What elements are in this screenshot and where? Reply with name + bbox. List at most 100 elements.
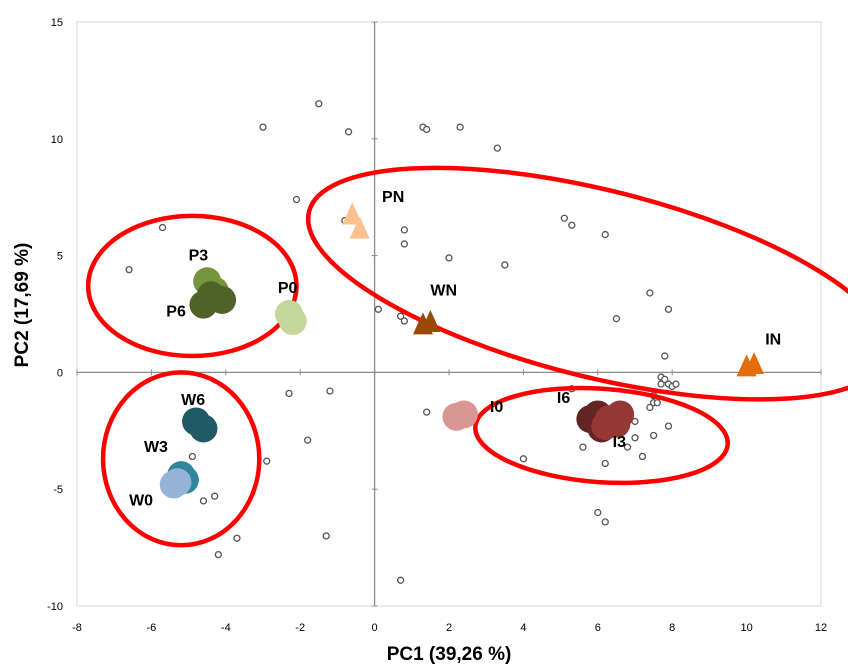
marker-pn — [342, 202, 363, 225]
marker-wn — [420, 310, 441, 333]
loading-point — [322, 532, 330, 540]
loading-point — [396, 312, 405, 320]
loading-point — [445, 254, 453, 262]
loading-point — [326, 387, 334, 395]
loading-point — [374, 305, 382, 313]
loading-point — [661, 375, 669, 384]
loading-point — [125, 265, 133, 274]
label-wn: WN — [430, 282, 457, 299]
x-axis-title: PC1 (39,26 %) — [387, 644, 512, 665]
marker-i3 — [591, 412, 620, 441]
sample-markers — [159, 202, 765, 499]
label-p0: P0 — [278, 280, 298, 297]
marker-pn — [349, 216, 370, 239]
plot-area-border — [76, 21, 822, 607]
x-tick-label: 8 — [669, 622, 675, 634]
x-tick-label: 0 — [372, 622, 378, 634]
loading-point — [400, 317, 409, 325]
label-w3: W3 — [144, 439, 168, 456]
loading-point — [400, 226, 409, 234]
x-tick-label: -6 — [147, 622, 157, 634]
label-w0: W0 — [129, 493, 153, 510]
x-tick-label: 12 — [815, 622, 827, 634]
marker-w6 — [189, 414, 218, 443]
x-tick-label: 2 — [446, 622, 452, 634]
x-tick-label: 4 — [520, 622, 526, 634]
y-tick-label: -10 — [47, 601, 63, 613]
loading-point — [623, 443, 632, 451]
loading-point — [423, 408, 431, 416]
loading-point — [664, 422, 673, 430]
loading-point — [210, 492, 219, 500]
loading-point — [315, 100, 323, 108]
loading-point — [601, 459, 609, 468]
label-i3: I3 — [613, 434, 626, 451]
cluster-ellipse — [85, 213, 299, 359]
marker-i0 — [449, 400, 478, 429]
loading-point — [594, 508, 602, 517]
loading-point — [579, 443, 587, 451]
cluster-ellipse — [473, 385, 730, 486]
loading-point — [158, 223, 167, 232]
marker-w0 — [163, 468, 192, 497]
axes — [76, 21, 822, 607]
loading-point — [214, 550, 223, 559]
loading-point — [612, 315, 621, 323]
tick-labels: -8 -6 -4 -2 0 2 4 6 8 10 12 -10 -5 0 5 10 15 — [47, 17, 827, 634]
label-i0: I0 — [490, 399, 503, 416]
label-p6: P6 — [166, 303, 186, 320]
loading-point — [631, 434, 639, 442]
cluster-ellipses — [85, 165, 848, 548]
loading-point — [285, 389, 293, 398]
loading-point — [344, 128, 353, 136]
loading-point — [233, 534, 241, 542]
loading-point — [303, 436, 312, 444]
loading-points — [125, 100, 680, 584]
label-w6: W6 — [181, 392, 205, 409]
label-p3: P3 — [189, 247, 209, 264]
x-tick-label: -4 — [221, 622, 231, 634]
loading-point — [501, 261, 509, 269]
cluster-ellipse — [305, 165, 848, 402]
loading-point — [653, 399, 661, 407]
y-tick-label: 10 — [51, 134, 63, 146]
y-tick-label: 5 — [57, 251, 63, 263]
loading-point — [456, 123, 464, 131]
loading-point — [672, 380, 680, 388]
marker-in — [744, 352, 765, 375]
loading-point — [601, 518, 609, 526]
loading-point — [188, 452, 196, 461]
loading-point — [519, 455, 528, 463]
label-in: IN — [765, 331, 781, 348]
loading-point — [664, 305, 673, 313]
cluster-ellipse — [100, 370, 262, 548]
y-axis-title: PC2 (17,69 %) — [12, 243, 33, 368]
loading-point — [423, 125, 431, 134]
marker-p6 — [196, 281, 225, 310]
x-tick-label: 6 — [595, 622, 601, 634]
loading-point — [199, 497, 208, 505]
group-labels: P3 P6 P0 W6 W3 W0 I0 I6 I3 PN WN IN — [129, 189, 781, 510]
loading-point — [661, 352, 669, 360]
y-tick-label: -5 — [53, 484, 63, 496]
loading-point — [601, 230, 609, 239]
label-i6: I6 — [557, 390, 570, 407]
loading-point — [263, 457, 271, 465]
loading-point — [646, 403, 654, 412]
loading-point — [646, 289, 654, 297]
y-tick-label: 15 — [51, 17, 63, 29]
loading-point — [396, 576, 405, 584]
loading-point — [259, 123, 267, 131]
x-tick-label: -2 — [295, 622, 305, 634]
label-pn: PN — [382, 189, 404, 206]
loading-point — [657, 380, 665, 388]
x-tick-label: 10 — [740, 622, 752, 634]
x-tick-label: -8 — [72, 622, 82, 634]
loading-point — [292, 195, 301, 204]
loading-point — [568, 221, 576, 229]
loading-point — [638, 452, 647, 461]
loading-point — [649, 431, 658, 440]
marker-p0 — [278, 307, 307, 336]
loading-point — [400, 240, 409, 248]
